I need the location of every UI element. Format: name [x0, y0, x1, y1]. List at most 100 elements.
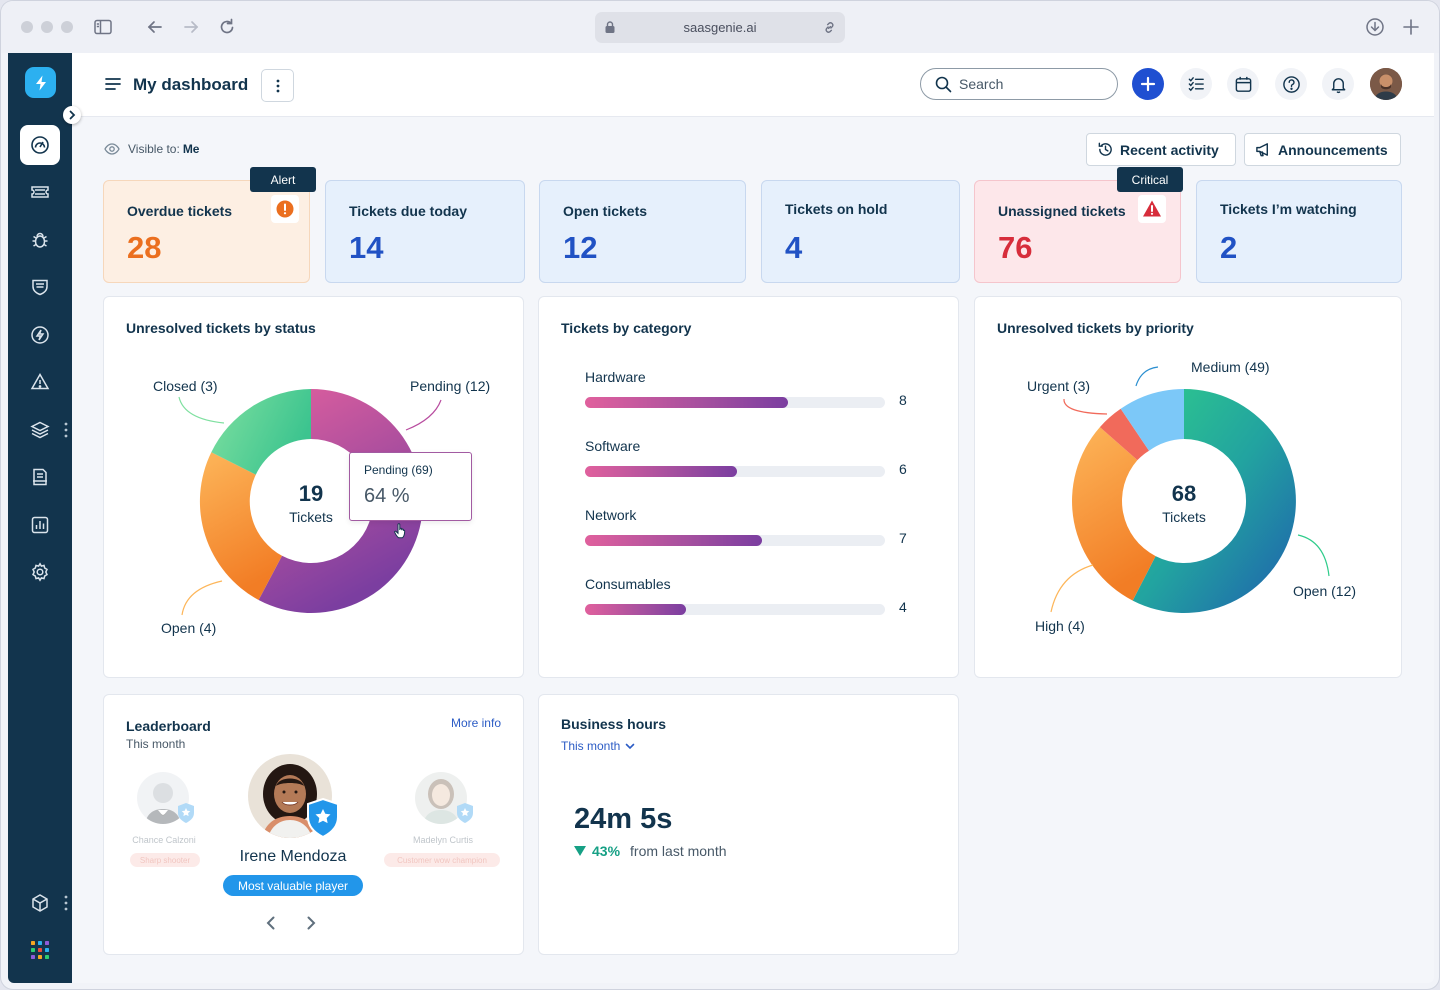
- leaderboard-subtitle: This month: [126, 737, 186, 751]
- top-performer-avatar[interactable]: [248, 754, 332, 838]
- sidebar-item-solutions[interactable]: [20, 457, 60, 497]
- calendar-button[interactable]: [1227, 68, 1259, 100]
- donut-slice-pending[interactable]: [258, 389, 423, 613]
- user-avatar[interactable]: [1370, 68, 1402, 100]
- stat-card-on-hold[interactable]: Tickets on hold 4: [761, 180, 960, 283]
- more-vertical-icon[interactable]: [64, 422, 68, 438]
- sidebar-item-alerts[interactable]: [20, 362, 60, 402]
- forward-arrow-icon[interactable]: [179, 15, 203, 39]
- change-label: from last month: [630, 843, 727, 859]
- chevron-left-icon[interactable]: [261, 913, 281, 933]
- bug-icon: [32, 232, 48, 248]
- todo-list-button[interactable]: [1180, 68, 1212, 100]
- new-tab-icon[interactable]: [1399, 15, 1423, 39]
- hamburger-menu-icon[interactable]: [104, 75, 122, 93]
- reload-icon[interactable]: [215, 15, 239, 39]
- more-vertical-icon[interactable]: [64, 895, 68, 911]
- category-bar-row[interactable]: Hardware 8: [585, 369, 915, 408]
- recent-activity-button[interactable]: Recent activity: [1086, 133, 1236, 166]
- announcements-button[interactable]: Announcements: [1244, 133, 1401, 166]
- bar-track: [585, 397, 885, 408]
- sidebar-item-admin[interactable]: [20, 552, 60, 592]
- panel-title: Unresolved tickets by status: [126, 320, 316, 336]
- stat-card-overdue[interactable]: Overdue tickets 28: [103, 180, 310, 283]
- stat-card-unassigned[interactable]: Unassigned tickets 76: [974, 180, 1181, 283]
- category-bar-row[interactable]: Software 6: [585, 438, 915, 477]
- shield-badge-icon: [178, 803, 194, 823]
- megaphone-icon: [1256, 143, 1268, 157]
- stat-value: 12: [563, 230, 598, 265]
- label-urgent: Urgent (3): [1027, 378, 1091, 394]
- donut-slice-medium[interactable]: [1120, 389, 1184, 451]
- search-placeholder: Search: [959, 76, 1004, 92]
- notifications-button[interactable]: [1322, 68, 1354, 100]
- sidebar-item-changes[interactable]: [20, 267, 60, 307]
- help-button[interactable]: [1275, 68, 1307, 100]
- sidebar-item-assets[interactable]: [20, 410, 60, 450]
- period-filter-value: This month: [561, 739, 621, 753]
- donut-total-label: Tickets: [1162, 509, 1206, 525]
- donut-total: 68: [1171, 481, 1197, 506]
- donut-total: 19: [298, 481, 324, 506]
- sidebar-expand-button[interactable]: [63, 106, 81, 124]
- app-logo[interactable]: [25, 67, 56, 98]
- zoom-window-button[interactable]: [61, 21, 73, 33]
- donut-slice-open[interactable]: [199, 452, 282, 600]
- alert-tag: Alert: [250, 167, 316, 192]
- donut-slice-urgent[interactable]: [1099, 408, 1149, 461]
- bar-fill: [585, 604, 687, 615]
- search-input[interactable]: Search: [920, 68, 1118, 100]
- donut-slice-open[interactable]: [1132, 389, 1296, 613]
- more-info-link[interactable]: More info: [450, 716, 501, 730]
- gauge-icon: [31, 136, 49, 154]
- category-bar-row[interactable]: Consumables 4: [585, 576, 915, 615]
- business-hours-change: 43% from last month: [574, 843, 727, 859]
- leader-line-closed: [178, 396, 225, 424]
- runner-name: Madelyn Curtis: [412, 835, 474, 845]
- sidebar-item-releases[interactable]: [20, 315, 60, 355]
- stat-card-due-today[interactable]: Tickets due today 14: [325, 180, 525, 283]
- stat-card-open[interactable]: Open tickets 12: [539, 180, 746, 283]
- sidebar-item-dashboard[interactable]: [20, 125, 60, 165]
- avatar: [415, 772, 467, 824]
- category-value: 4: [899, 599, 907, 615]
- stat-label: Tickets on hold: [785, 201, 888, 217]
- visibility-label: Visible to:: [128, 142, 180, 156]
- stat-label: Tickets I’m watching: [1220, 201, 1357, 217]
- address-bar[interactable]: saasgenie.ai: [595, 12, 845, 43]
- priority-donut-chart: [1050, 366, 1330, 613]
- leader-line-open: [1297, 534, 1330, 577]
- downloads-icon[interactable]: [1363, 15, 1387, 39]
- app: My dashboard Search: [8, 53, 1434, 983]
- shield-star-badge-icon: [307, 798, 339, 838]
- close-window-button[interactable]: [21, 21, 33, 33]
- sidebar-item-tickets[interactable]: [20, 172, 60, 212]
- link-icon[interactable]: [822, 20, 837, 35]
- donut-slice-high[interactable]: [1072, 427, 1156, 601]
- back-arrow-icon[interactable]: [143, 15, 167, 39]
- avatar: [137, 772, 189, 824]
- eye-icon: [104, 143, 120, 155]
- bar-chart-icon: [31, 516, 49, 534]
- bell-icon: [1331, 77, 1345, 93]
- category-name: Consumables: [585, 576, 671, 592]
- sidebar-item-problems[interactable]: [20, 220, 60, 260]
- stat-card-watching[interactable]: Tickets I’m watching 2: [1196, 180, 1402, 283]
- sidebar-item-reports[interactable]: [20, 505, 60, 545]
- minimize-window-button[interactable]: [41, 21, 53, 33]
- chevron-right-icon[interactable]: [301, 913, 321, 933]
- create-new-button[interactable]: [1132, 68, 1164, 100]
- panel-title: Leaderboard: [126, 718, 211, 734]
- more-vertical-icon: [276, 79, 279, 92]
- sidebar-toggle-icon[interactable]: [91, 15, 115, 39]
- shield-badge-icon: [457, 803, 473, 823]
- dashboard-options-button[interactable]: [261, 69, 294, 102]
- period-filter-dropdown[interactable]: This month: [561, 739, 635, 753]
- stat-label: Overdue tickets: [127, 203, 233, 219]
- sidebar-item-apps[interactable]: [20, 883, 60, 923]
- donut-slice-closed[interactable]: [211, 389, 311, 475]
- sidebar-item-product-switcher[interactable]: [20, 930, 60, 970]
- category-bar-row[interactable]: Network 7: [585, 507, 915, 546]
- label-open: Open (4): [161, 620, 217, 636]
- trend-down-icon: [574, 846, 586, 856]
